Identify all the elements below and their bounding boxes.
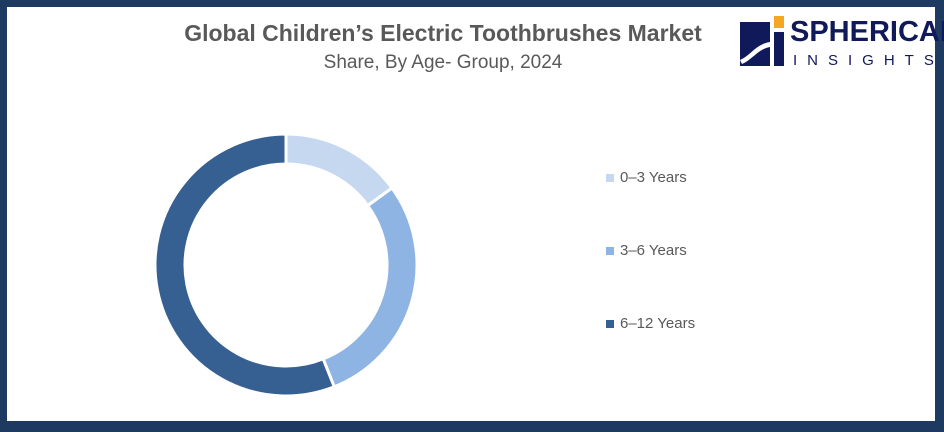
chart-frame: [7, 7, 935, 421]
donut-slice-2: [153, 132, 337, 398]
donut-slice-0: [284, 132, 395, 208]
chart-title: Global Children’s Electric Toothbrushes …: [184, 20, 702, 46]
logo-text-bottom: INSIGHTS: [793, 52, 944, 69]
chart-subtitle: Share, By Age- Group, 2024: [323, 52, 563, 73]
legend-swatch: [606, 246, 614, 255]
logo-text-top: SPHERICAL: [790, 16, 944, 48]
legend-item: 0–3 Years: [606, 169, 687, 186]
legend-label: 3–6 Years: [620, 242, 687, 259]
legend-item: 3–6 Years: [606, 242, 687, 259]
spherical-insights-logo: SPHERICAL INSIGHTS: [735, 12, 944, 74]
legend-swatch: [606, 173, 614, 182]
legend-item: 6–12 Years: [606, 315, 695, 332]
legend-label: 0–3 Years: [620, 169, 687, 186]
legend-swatch: [606, 319, 614, 328]
legend-label: 6–12 Years: [620, 315, 696, 332]
logo-icon: [740, 16, 784, 66]
donut-slice-1: [321, 185, 419, 389]
